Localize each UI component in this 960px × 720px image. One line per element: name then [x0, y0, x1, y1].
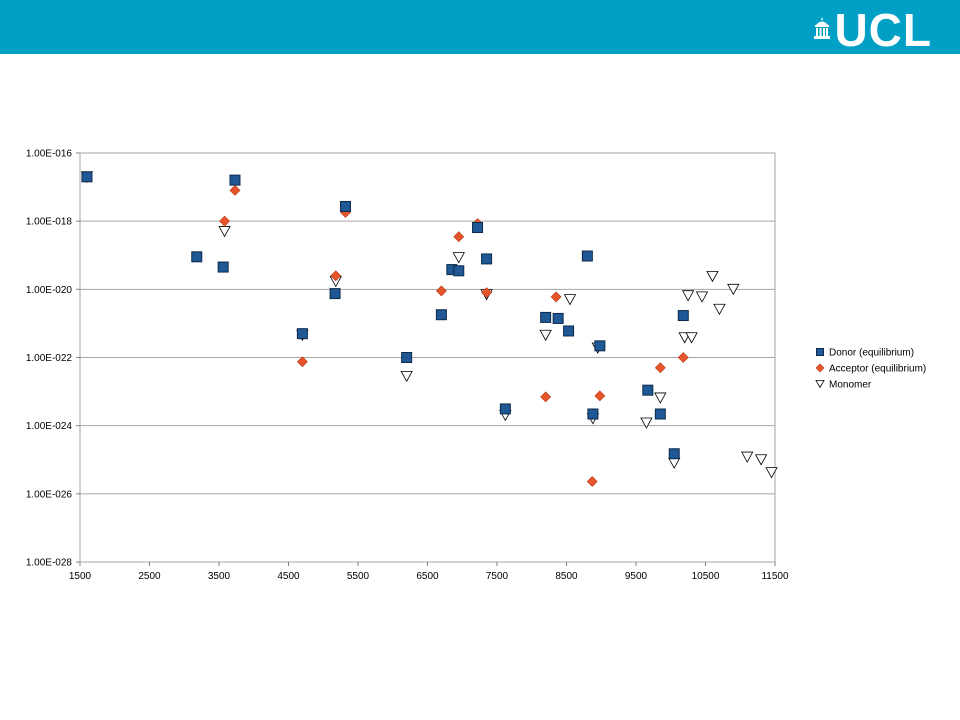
data-point-monomer — [695, 291, 709, 303]
data-point-monomer — [452, 252, 465, 264]
legend-marker-acceptor-equilibrium — [815, 363, 825, 373]
data-point-donor-equilibrium — [191, 251, 203, 263]
data-point-acceptor-equilibrium — [219, 215, 230, 227]
data-point-acceptor-equilibrium — [435, 285, 447, 297]
legend-label: Donor (equilibrium) — [829, 348, 914, 359]
data-point-donor-equilibrium — [81, 171, 93, 183]
series-donor-equilibrium — [81, 171, 689, 460]
x-tick-label: 11500 — [761, 571, 789, 582]
data-series — [80, 171, 778, 487]
data-point-donor-equilibrium — [594, 340, 606, 352]
data-point-acceptor-equilibrium — [540, 391, 552, 403]
y-tick-label: 1.00E-018 — [26, 217, 73, 228]
data-point-monomer — [685, 332, 698, 344]
y-tick-label: 1.00E-028 — [26, 558, 73, 569]
x-tick-label: 8500 — [555, 571, 578, 582]
data-point-donor-equilibrium — [581, 250, 593, 262]
legend-item-acceptor-equilibrium: Acceptor (equilibrium) — [815, 363, 926, 375]
legend-label: Monomer — [829, 380, 872, 391]
data-point-acceptor-equilibrium — [296, 356, 308, 368]
data-point-donor-equilibrium — [677, 310, 689, 322]
data-point-monomer — [400, 370, 413, 383]
data-point-donor-equilibrium — [642, 384, 654, 396]
x-tick-label: 5500 — [347, 571, 370, 582]
legend: Donor (equilibrium) Acceptor (equilibrium… — [815, 348, 926, 391]
data-point-monomer — [706, 270, 719, 283]
data-point-monomer — [654, 392, 667, 404]
data-point-monomer — [713, 303, 726, 316]
data-point-acceptor-equilibrium — [453, 231, 465, 243]
y-tick-label: 1.00E-016 — [26, 149, 73, 160]
data-point-monomer — [681, 290, 695, 302]
data-point-acceptor-equilibrium — [330, 270, 342, 282]
x-tick-label: 7500 — [486, 571, 509, 582]
x-tick-label: 1500 — [69, 571, 92, 582]
data-point-donor-equilibrium — [296, 328, 308, 340]
legend-item-monomer: Monomer — [815, 380, 872, 391]
data-point-donor-equilibrium — [540, 311, 552, 323]
data-point-monomer — [563, 294, 577, 306]
data-point-monomer — [754, 454, 768, 466]
y-tick-label: 1.00E-020 — [26, 285, 73, 296]
legend-label: Acceptor (equilibrium) — [829, 364, 926, 375]
logo-text: UCL — [834, 4, 932, 56]
data-point-donor-equilibrium — [339, 200, 351, 212]
legend-item-donor-equilibrium: Donor (equilibrium) — [816, 348, 914, 359]
data-point-donor-equilibrium — [453, 265, 465, 277]
data-point-donor-equilibrium — [552, 312, 564, 324]
data-point-acceptor-equilibrium — [229, 184, 241, 196]
legend-marker-monomer — [815, 380, 825, 389]
data-point-acceptor-equilibrium — [677, 352, 689, 363]
data-point-donor-equilibrium — [472, 222, 484, 234]
grid-lines — [80, 220, 775, 495]
data-point-donor-equilibrium — [229, 174, 241, 186]
y-tick-label: 1.00E-022 — [26, 353, 73, 364]
ucl-logo: UCL — [813, 4, 932, 56]
data-point-monomer — [539, 329, 552, 342]
data-point-donor-equilibrium — [217, 261, 229, 273]
data-point-monomer — [640, 417, 653, 429]
data-point-donor-equilibrium — [668, 448, 680, 460]
data-point-donor-equilibrium — [401, 352, 413, 363]
y-tick-label: 1.00E-026 — [26, 489, 73, 500]
x-tick-label: 2500 — [138, 571, 161, 582]
data-point-donor-equilibrium — [481, 253, 493, 265]
x-tick-label: 4500 — [277, 571, 300, 582]
data-point-donor-equilibrium — [329, 288, 341, 300]
axes: 1.00E-016 1.00E-018 1.00E-020 1.00E-022 1.00… — [26, 149, 789, 583]
y-tick-label: 1.00E-024 — [26, 421, 73, 432]
data-point-acceptor-equilibrium — [586, 476, 598, 487]
data-point-donor-equilibrium — [435, 309, 447, 321]
data-point-donor-equilibrium — [654, 408, 666, 420]
data-point-donor-equilibrium — [587, 408, 599, 420]
data-point-donor-equilibrium — [563, 325, 575, 337]
data-point-acceptor-equilibrium — [594, 390, 606, 402]
data-point-monomer — [727, 283, 740, 296]
x-tick-label: 6500 — [416, 571, 439, 582]
x-tick-label: 9500 — [625, 571, 648, 582]
data-point-monomer — [741, 451, 754, 463]
x-tick-label: 3500 — [208, 571, 231, 582]
x-tick-label: 10500 — [692, 571, 720, 582]
portico-icon — [814, 17, 831, 39]
data-point-acceptor-equilibrium — [481, 287, 492, 299]
data-point-donor-equilibrium — [499, 403, 511, 415]
data-point-acceptor-equilibrium — [654, 362, 666, 374]
data-point-acceptor-equilibrium — [550, 291, 562, 303]
data-point-monomer — [765, 467, 778, 479]
header-banner: UCL — [0, 0, 960, 54]
legend-marker-donor-equilibrium — [816, 348, 824, 356]
